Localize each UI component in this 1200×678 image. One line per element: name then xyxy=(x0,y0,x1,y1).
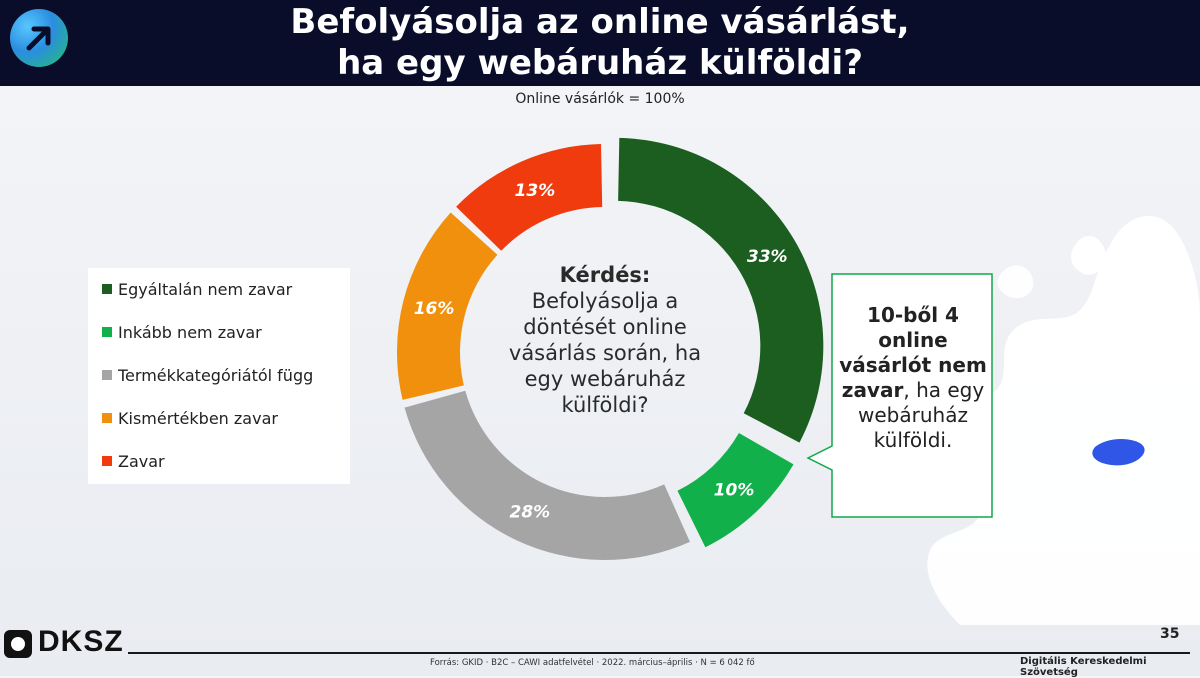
page-title: Befolyásolja az online vásárlást, ha egy… xyxy=(90,2,1110,84)
dksz-logo-icon xyxy=(4,630,32,658)
title-line-1: Befolyásolja az online vásárlást, xyxy=(290,2,910,42)
question-text: Befolyásolja a döntését online vásárlás … xyxy=(508,289,702,417)
donut-slice-3 xyxy=(397,212,498,400)
callout-text: 10-ből 4 online vásárlót nem zavar, ha e… xyxy=(838,303,988,453)
legend-swatch xyxy=(102,413,112,423)
callout-rest: ha egy webáruház külföldi. xyxy=(858,378,985,452)
legend-swatch xyxy=(102,370,112,380)
donut-slice-4 xyxy=(456,144,603,251)
slice-label-2: 28% xyxy=(509,503,550,523)
source-note: Forrás: GKID · B2C – CAWI adatfelvétel ·… xyxy=(430,658,755,668)
logo-text: DKSZ xyxy=(38,625,124,658)
donut-slice-2 xyxy=(404,390,690,560)
legend-item: Kismértékben zavar xyxy=(102,409,278,428)
legend-item: Egyáltalán nem zavar xyxy=(102,280,292,299)
donut-slice-1 xyxy=(677,433,794,548)
brand-arrow-icon xyxy=(10,9,68,67)
legend-item: Zavar xyxy=(102,452,165,471)
footer-divider xyxy=(128,652,1190,654)
header-bar: Befolyásolja az online vásárlást, ha egy… xyxy=(0,0,1200,86)
slice-label-1: 10% xyxy=(714,480,755,500)
chart-subtitle: Online vásárlók = 100% xyxy=(515,91,685,107)
callout-bold: 10-ből 4 online vásárlót nem zavar xyxy=(839,303,987,402)
legend: Egyáltalán nem zavar Inkább nem zavar Te… xyxy=(88,268,350,484)
slice-label-4: 13% xyxy=(515,181,556,201)
legend-label: Kismértékben zavar xyxy=(118,409,278,428)
center-question: Kérdés: Befolyásolja a döntését online v… xyxy=(500,262,710,418)
organization-name: Digitális Kereskedelmi Szövetség xyxy=(1020,656,1147,678)
legend-label: Termékkategóriától függ xyxy=(118,366,314,385)
callout-comma: , xyxy=(903,378,910,402)
europe-map xyxy=(923,215,1200,625)
donut-slice-0 xyxy=(618,137,824,443)
slice-label-0: 33% xyxy=(747,247,788,267)
question-label: Kérdés: xyxy=(559,263,651,287)
legend-item: Termékkategóriától függ xyxy=(102,366,313,385)
legend-swatch xyxy=(102,284,112,294)
page-number: 35 xyxy=(1160,626,1180,642)
hungary-highlight xyxy=(1092,439,1145,466)
title-line-2: ha egy webáruház külföldi? xyxy=(337,43,863,83)
legend-label: Egyáltalán nem zavar xyxy=(118,280,293,299)
slice-label-3: 16% xyxy=(414,299,455,319)
legend-label: Zavar xyxy=(118,452,165,471)
legend-item: Inkább nem zavar xyxy=(102,323,262,342)
legend-swatch xyxy=(102,327,112,337)
legend-swatch xyxy=(102,456,112,466)
legend-label: Inkább nem zavar xyxy=(118,323,262,342)
